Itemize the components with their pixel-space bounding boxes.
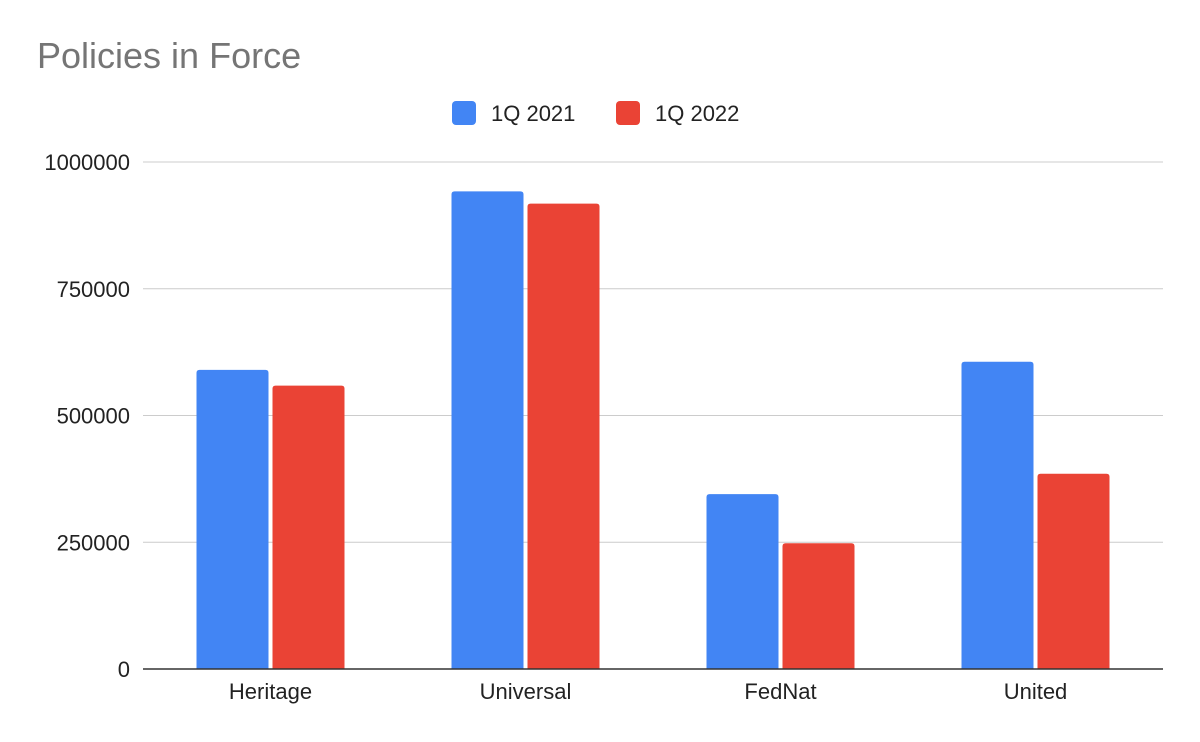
legend-label-1q-2021: 1Q 2021: [491, 101, 575, 126]
bar-heritage-1q-2022: [272, 385, 345, 669]
x-category-label: United: [1004, 679, 1068, 704]
bars: [196, 191, 1110, 669]
y-tick-label: 1000000: [44, 150, 130, 175]
legend-label-1q-2022: 1Q 2022: [655, 101, 739, 126]
bar-universal-1q-2022: [527, 203, 600, 669]
chart-title: Policies in Force: [37, 35, 301, 76]
x-category-label: FedNat: [744, 679, 816, 704]
x-category-label: Heritage: [229, 679, 312, 704]
bar-fednat-1q-2021: [706, 494, 779, 669]
bar-heritage-1q-2021: [196, 369, 269, 669]
legend-swatch-1q-2021: [452, 101, 476, 125]
bar-universal-1q-2021: [451, 191, 524, 669]
y-tick-label: 500000: [57, 404, 130, 429]
bar-united-1q-2022: [1037, 473, 1110, 669]
y-tick-label: 250000: [57, 530, 130, 555]
bar-united-1q-2021: [961, 361, 1034, 669]
bar-fednat-1q-2022: [782, 543, 855, 669]
legend-swatch-1q-2022: [616, 101, 640, 125]
y-axis-tick-labels: 0 250000 500000 750000 1000000: [44, 150, 130, 682]
y-tick-label: 750000: [57, 277, 130, 302]
x-axis-category-labels: Heritage Universal FedNat United: [229, 679, 1067, 704]
x-category-label: Universal: [480, 679, 572, 704]
legend: 1Q 2021 1Q 2022: [452, 101, 739, 126]
y-tick-label: 0: [118, 657, 130, 682]
